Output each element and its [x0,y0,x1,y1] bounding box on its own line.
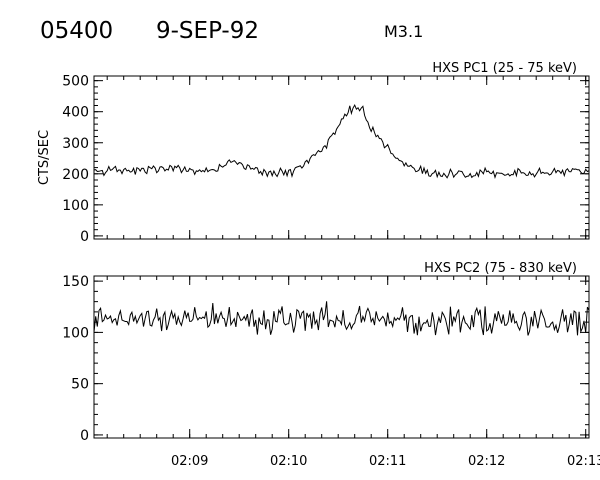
y-tick-label: 0 [80,428,89,444]
y-tick-label: 300 [62,136,89,152]
y-tick-label: 0 [80,229,89,245]
x-tick-label: 02:13 [567,454,600,469]
y-tick-label: 500 [62,74,89,90]
y-tick-label: 50 [71,377,89,393]
x-tick-label: 02:12 [468,454,505,469]
panel-title-pc2: HXS PC2 (75 - 830 keV) [424,261,577,276]
plot-frame-pc2 [93,275,590,439]
plot-frame-pc1 [93,75,590,240]
panel-title-pc1: HXS PC1 (25 - 75 keV) [432,61,577,76]
y-tick-label: 200 [62,167,89,183]
x-tick-label: 02:09 [171,454,208,469]
observation-date: 9-SEP-92 [156,18,259,44]
y-tick-label: 400 [62,105,89,121]
y-tick-label: 100 [62,198,89,214]
series-line-pc2 [93,301,590,336]
goes-class: M3.1 [384,22,424,41]
flare-id: 05400 [40,18,114,44]
y-tick-label: 150 [62,274,89,290]
y-axis-label: CTS/SEC [37,130,52,185]
x-tick-label: 02:11 [369,454,406,469]
series-line-pc1 [93,103,590,179]
y-tick-label: 100 [62,325,89,341]
x-tick-label: 02:10 [270,454,307,469]
